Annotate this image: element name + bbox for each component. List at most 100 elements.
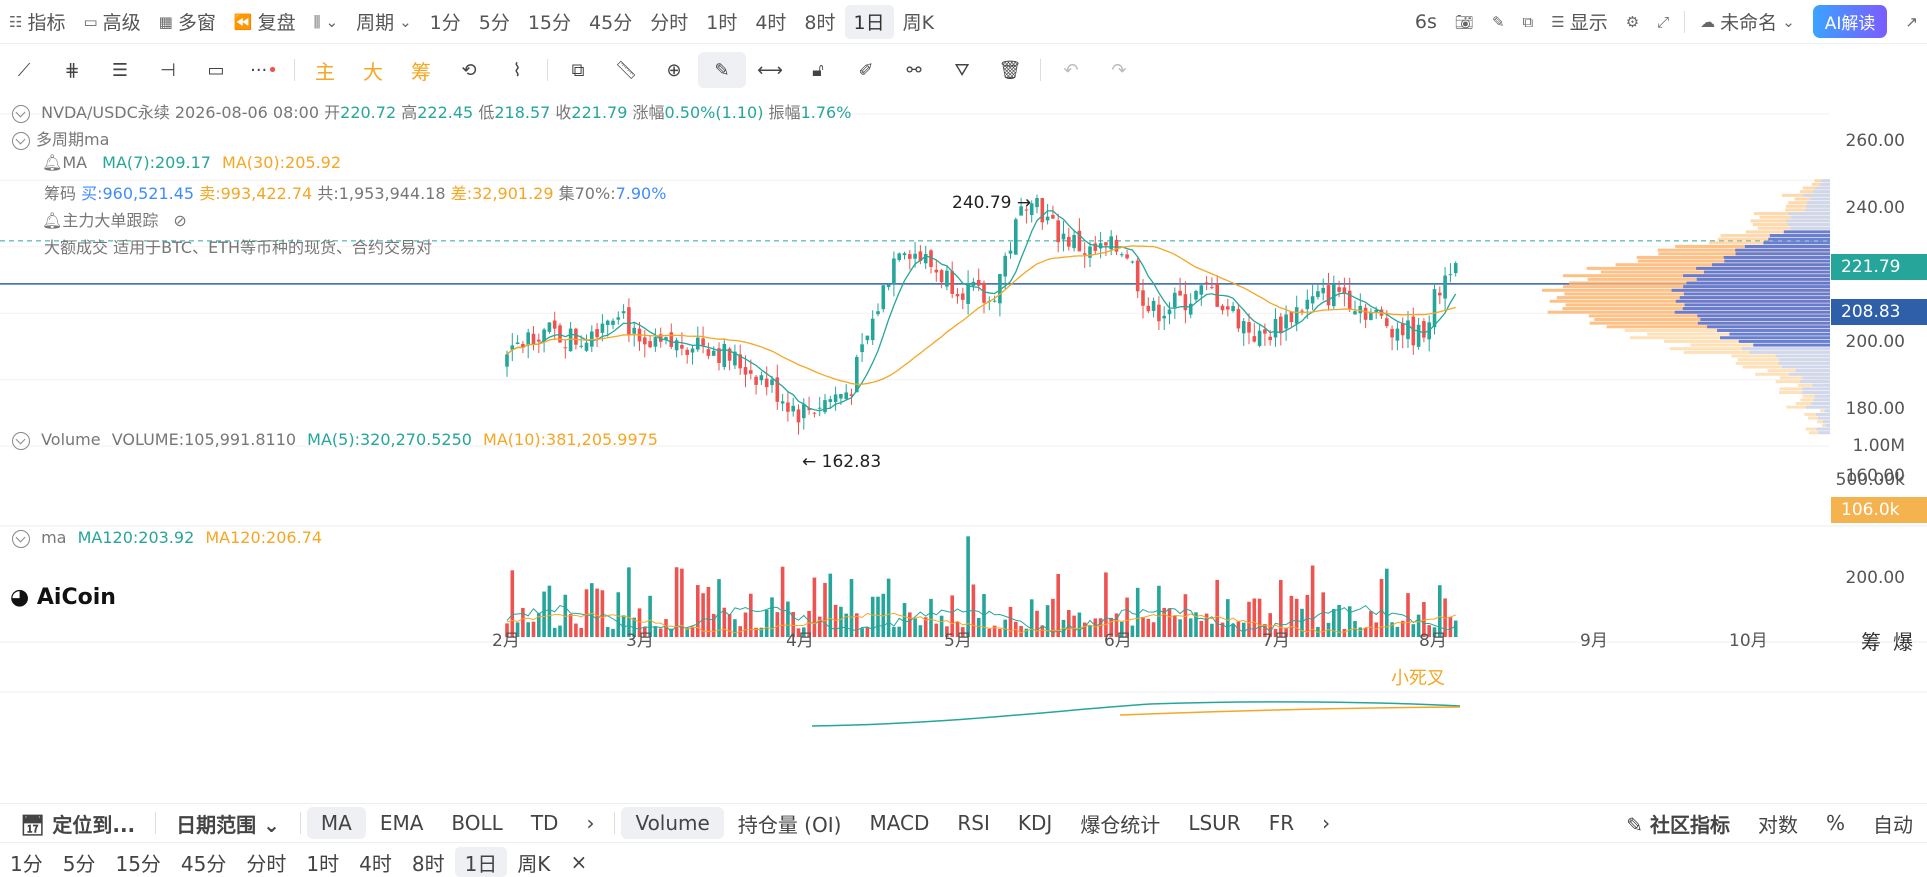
eye-off-icon[interactable]: ⊘	[173, 211, 187, 230]
main-ind-ema[interactable]: EMA	[379, 811, 424, 835]
chevron-right-icon[interactable]: ›	[586, 811, 595, 835]
filter-tool[interactable]: ⛛	[938, 52, 986, 88]
bottom-period-timeshare[interactable]: 分时	[246, 851, 287, 876]
big-order-toggle[interactable]: 大	[363, 59, 383, 84]
bottom-period-week[interactable]: 周K	[517, 851, 551, 876]
period-1h[interactable]: 1时	[706, 12, 738, 34]
sub-ind-macd[interactable]: MACD	[869, 811, 930, 835]
bell-icon[interactable]: 🔔︎	[42, 153, 63, 172]
collapse-icon[interactable]	[12, 104, 30, 123]
candle-body	[1178, 290, 1182, 296]
advanced-button[interactable]: ▭ 高级	[83, 12, 141, 34]
volume-bar	[584, 589, 589, 637]
draw-mode-tool[interactable]: ✎	[698, 52, 746, 88]
parallel-tool[interactable]: ⋕	[48, 52, 96, 88]
bottom-period-1h[interactable]: 1时	[306, 851, 340, 876]
refresh-interval[interactable]: 6s	[1414, 10, 1437, 33]
volume-bar	[791, 611, 795, 637]
layout-button[interactable]: ⧉	[1514, 5, 1543, 39]
replay-button[interactable]: ⏪ 复盘	[233, 12, 296, 34]
volume-bar	[510, 570, 515, 637]
brush-tool[interactable]: ⌇	[493, 52, 541, 88]
sub-ind-liquidation[interactable]: 爆仓统计	[1080, 812, 1161, 837]
period-4h[interactable]: 4时	[755, 12, 787, 34]
share-button[interactable]: ↗	[1896, 5, 1927, 39]
trend-line-tool[interactable]: ⟋	[0, 52, 48, 88]
bottom-period-5m[interactable]: 5分	[62, 851, 96, 876]
auto-scale-toggle[interactable]: 自动	[1873, 812, 1913, 837]
edit-tool[interactable]: ✐	[842, 52, 890, 88]
magnet-tool[interactable]: ⚯	[890, 52, 938, 88]
sub-ind-volume[interactable]: Volume	[621, 807, 724, 839]
bottom-period-4h[interactable]: 4时	[359, 851, 392, 876]
ruler-tool[interactable]: 📏︎	[602, 52, 650, 88]
period-45m[interactable]: 45分	[589, 12, 633, 34]
sub-ind-fr[interactable]: FR	[1268, 811, 1295, 835]
multi-window-button[interactable]: ▦ 多窗	[158, 12, 216, 34]
chip-bar	[1707, 325, 1830, 329]
period-15m[interactable]: 15分	[527, 12, 572, 34]
redo-button[interactable]: ↷	[1095, 52, 1143, 88]
bottom-period-1d[interactable]: 1日	[454, 847, 508, 877]
rectangle-tool[interactable]: ▭	[192, 52, 240, 88]
sync-tool[interactable]: ⟲	[445, 52, 493, 88]
volume-bar	[1321, 592, 1325, 637]
sub-ind-kdj[interactable]: KDJ	[1017, 811, 1053, 835]
fib-tool[interactable]: ☰	[96, 52, 144, 88]
lock-tool[interactable]: 🔓︎	[794, 52, 842, 88]
main-force-toggle[interactable]: 主	[315, 59, 335, 84]
collapse-icon[interactable]	[12, 431, 30, 450]
bell-icon[interactable]: 🔔︎	[42, 211, 63, 230]
date-range-dropdown[interactable]: 日期范围 ⌄	[176, 812, 280, 837]
period-week[interactable]: 周K	[902, 12, 935, 34]
more-tools[interactable]: ···•	[240, 52, 288, 88]
sub-ind-oi[interactable]: 持仓量 (OI)	[737, 812, 842, 837]
indicator-button[interactable]: ☷ 指标	[9, 12, 66, 34]
screenshot-button[interactable]: 📷︎	[1446, 5, 1483, 39]
period-5m[interactable]: 5分	[478, 12, 510, 34]
bottom-period-45m[interactable]: 45分	[180, 851, 227, 876]
period-timeshare[interactable]: 分时	[650, 12, 689, 34]
close-icon[interactable]: ×	[570, 850, 588, 874]
bottom-period-1m[interactable]: 1分	[10, 851, 43, 876]
draw-button[interactable]: ✎	[1483, 5, 1514, 39]
sub-ind-rsi[interactable]: RSI	[957, 811, 990, 835]
period-8h[interactable]: 8时	[804, 12, 836, 34]
chart-type-button[interactable]: ⫼ ⌄	[305, 5, 347, 39]
zoom-icon: ⊕	[666, 59, 682, 81]
locate-button[interactable]: 📅︎ 定位到...	[20, 812, 136, 837]
candle-body	[1353, 311, 1357, 315]
bottom-period-15m[interactable]: 15分	[115, 851, 161, 876]
period-dropdown[interactable]: 周期 ⌄	[356, 12, 412, 34]
main-ind-boll[interactable]: BOLL	[451, 811, 503, 835]
account-dropdown[interactable]: ☁ 未命名 ⌄	[1700, 12, 1795, 34]
percent-scale-toggle[interactable]: %	[1825, 811, 1845, 835]
fullscreen-button[interactable]: ⤢	[1648, 5, 1678, 39]
measure-tool[interactable]: ⟷	[746, 52, 794, 88]
collapse-icon[interactable]	[12, 529, 30, 548]
chip-bar	[1810, 197, 1830, 201]
liquidation-corner-button[interactable]: 爆	[1893, 630, 1913, 654]
period-1m[interactable]: 1分	[429, 12, 461, 34]
chart-area[interactable]: NVDA/USDC永续 2026-08-06 08:00 开220.72 高22…	[0, 96, 1927, 796]
log-scale-toggle[interactable]: 对数	[1757, 812, 1798, 837]
collapse-icon[interactable]	[12, 131, 30, 150]
ai-interpret-button[interactable]: AI解读	[1804, 5, 1897, 39]
zoom-tool[interactable]: ⊕	[650, 52, 698, 88]
horizontal-line-tool[interactable]: ⊣	[144, 52, 192, 88]
settings-button[interactable]: ⚙	[1617, 5, 1648, 39]
period-1d[interactable]: 1日	[844, 4, 894, 39]
community-indicators-button[interactable]: ✎ 社区指标	[1626, 812, 1730, 837]
chevron-right-icon[interactable]: ›	[1322, 811, 1331, 835]
chip-corner-button[interactable]: 筹	[1861, 630, 1881, 654]
delete-tool[interactable]: 🗑︎	[986, 52, 1034, 88]
bottom-period-8h[interactable]: 8时	[411, 851, 445, 876]
sub-ind-lsur[interactable]: LSUR	[1188, 811, 1241, 835]
main-ind-td[interactable]: TD	[530, 811, 559, 835]
volume-bar	[913, 618, 917, 637]
copy-tool[interactable]: ⧉	[554, 52, 602, 88]
undo-button[interactable]: ↶	[1047, 52, 1095, 88]
main-ind-ma[interactable]: MA	[306, 807, 366, 839]
chip-toggle[interactable]: 筹	[411, 59, 431, 84]
display-button[interactable]: ☰ 显示	[1551, 12, 1608, 34]
